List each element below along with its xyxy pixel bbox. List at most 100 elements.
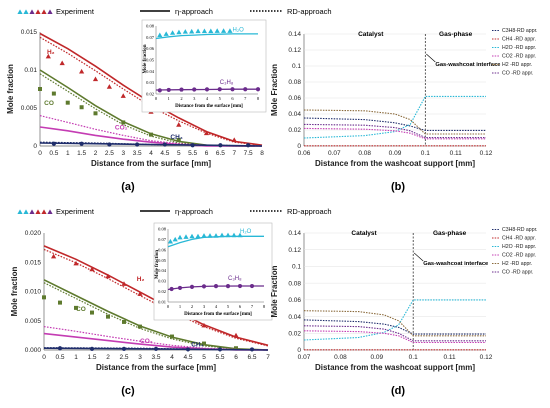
- y-tick-label: 0.01: [24, 67, 37, 74]
- exp-point-CO: [42, 295, 46, 300]
- inset-x-label: Distance from the surface [mm]: [184, 312, 252, 317]
- inset-exp-H2O: [213, 233, 219, 238]
- y-tick-label: 0.1: [292, 264, 301, 271]
- panel-letter: (c): [121, 385, 135, 397]
- exp-point-CO: [202, 341, 206, 346]
- y-tick-label: 0.08: [288, 280, 301, 287]
- inset-exp-H2O: [201, 28, 208, 34]
- legend-marker: [35, 209, 41, 214]
- y-axis-label: Mole Fraction: [270, 265, 279, 317]
- x-tick-label: 1.5: [87, 354, 96, 361]
- exp-point-H2: [176, 122, 182, 127]
- y-tick-label: 0.02: [288, 330, 301, 337]
- y-tick-label: 0.020: [25, 230, 42, 237]
- x-tick-label: 3.5: [133, 150, 142, 157]
- legend-marker: [41, 9, 47, 14]
- inset-exp-H2O: [227, 28, 233, 33]
- inset-x-tick: 3: [203, 304, 206, 309]
- series-eta-CO: [43, 279, 269, 351]
- series-0: [303, 319, 486, 335]
- x-tick-label: 7: [266, 354, 270, 361]
- inset-x-tick: 8: [263, 304, 266, 309]
- inset-exp-C3H8: [237, 283, 243, 289]
- inset-exp-H2O: [176, 29, 182, 35]
- y-tick-label: 0.015: [21, 29, 38, 36]
- x-tick-label: 4.5: [183, 354, 192, 361]
- legend-eta: η-approach: [175, 7, 213, 16]
- inset-exp-H2O: [195, 233, 201, 239]
- inset-y-tick: 0.06: [158, 247, 167, 252]
- series-4: [303, 109, 486, 135]
- inset-frame: [153, 222, 273, 321]
- exp-point-CH4: [51, 141, 56, 146]
- series-2: [303, 299, 486, 341]
- x-tick-label: 4: [149, 150, 153, 157]
- inset-exp-H2O: [214, 28, 220, 33]
- inset-exp-C3H8: [213, 284, 219, 289]
- x-tick-label: 0.06: [298, 150, 311, 157]
- legend-entry: CO2 -RD appr.: [502, 54, 536, 60]
- x-tick-label: 2: [106, 354, 110, 361]
- legend-entry: H2 -RD appr.: [502, 261, 532, 267]
- exp-point-CO: [74, 305, 78, 310]
- exp-point-CO: [38, 87, 42, 91]
- y-tick-label: 0.04: [288, 111, 301, 118]
- region-gas-label: Gas-phase: [439, 31, 473, 38]
- exp-point-CO: [121, 120, 126, 125]
- x-tick-label: 0.07: [298, 354, 311, 361]
- exp-point-CO: [122, 319, 126, 324]
- inset-exp-H2O: [177, 234, 183, 240]
- inset-exp-C3H8: [157, 88, 162, 93]
- inset-x-tick: 3: [193, 96, 196, 101]
- exp-point-H2: [89, 266, 95, 272]
- exp-point-CO: [65, 100, 70, 105]
- panel-letter: (b): [391, 181, 405, 193]
- legend-rd: RD-approach: [287, 207, 332, 216]
- inset-exp-H2O: [169, 30, 176, 35]
- legend-marker: [35, 9, 41, 14]
- exp-point-H2: [120, 93, 126, 98]
- inset-y-tick: 0.01: [158, 300, 166, 305]
- inset-exp-H2O: [201, 233, 207, 238]
- x-tick-label: 0: [38, 150, 42, 157]
- legend-marker: [23, 9, 29, 14]
- legend-marker: [29, 209, 35, 214]
- legend-experiment: Experiment: [56, 7, 95, 16]
- series-0: [303, 117, 486, 131]
- exp-point-CO: [93, 111, 98, 116]
- inset-exp-H2O: [172, 236, 178, 242]
- inset-x-tick: 1: [179, 304, 181, 309]
- x-tick-label: 5: [177, 150, 181, 157]
- x-tick-label: 0: [42, 354, 46, 361]
- interface-label: Gas-washcoat interface: [435, 62, 501, 68]
- legend-marker: [29, 9, 35, 14]
- y-tick-label: 0.1: [292, 63, 301, 70]
- exp-point-CO: [106, 314, 110, 319]
- y-axis-label: Mole fraction: [6, 64, 15, 114]
- exp-point-H2: [137, 291, 143, 296]
- inset-exp-C3H8: [166, 87, 171, 93]
- exp-point-CH4: [107, 142, 112, 147]
- inset-species-label: H₂O: [240, 229, 252, 235]
- inset-exp-C3H8: [249, 283, 255, 289]
- inset-y-tick: 0.08: [158, 227, 167, 232]
- x-tick-label: 1: [74, 354, 78, 361]
- inset: 0 1 2 3 4 5 6 7 8 0.02 0.03 0.04 0.05 0.06 0.07 0.08 Dis…: [141, 19, 267, 113]
- inset-x-tick: 6: [231, 96, 234, 101]
- panel-c: 0 0.5 1 1.5 2 2.5 3 3.5 4 4.5 5 5.5 6 6.5 7 0.000 0.005 0…: [10, 207, 332, 397]
- inset-species-label: C₃H₈: [228, 276, 242, 282]
- inset-x-tick: 0: [155, 96, 158, 101]
- legend-entry: C3H8-RD appr.: [502, 227, 537, 233]
- x-tick-label: 0.08: [358, 150, 371, 157]
- exp-point-H2: [79, 68, 85, 74]
- legend-marker: [47, 209, 53, 214]
- y-tick-label: 0.010: [25, 289, 42, 296]
- y-tick-label: 0.14: [288, 230, 301, 237]
- inset-exp-H2O: [231, 232, 237, 238]
- x-tick-label: 6: [205, 150, 209, 157]
- exp-point-CH4: [185, 347, 191, 352]
- species-label: CO: [76, 306, 86, 313]
- inset-exp-C3H8: [201, 284, 207, 289]
- series-rd-H2: [39, 36, 263, 146]
- inset-exp-C3H8: [192, 87, 197, 92]
